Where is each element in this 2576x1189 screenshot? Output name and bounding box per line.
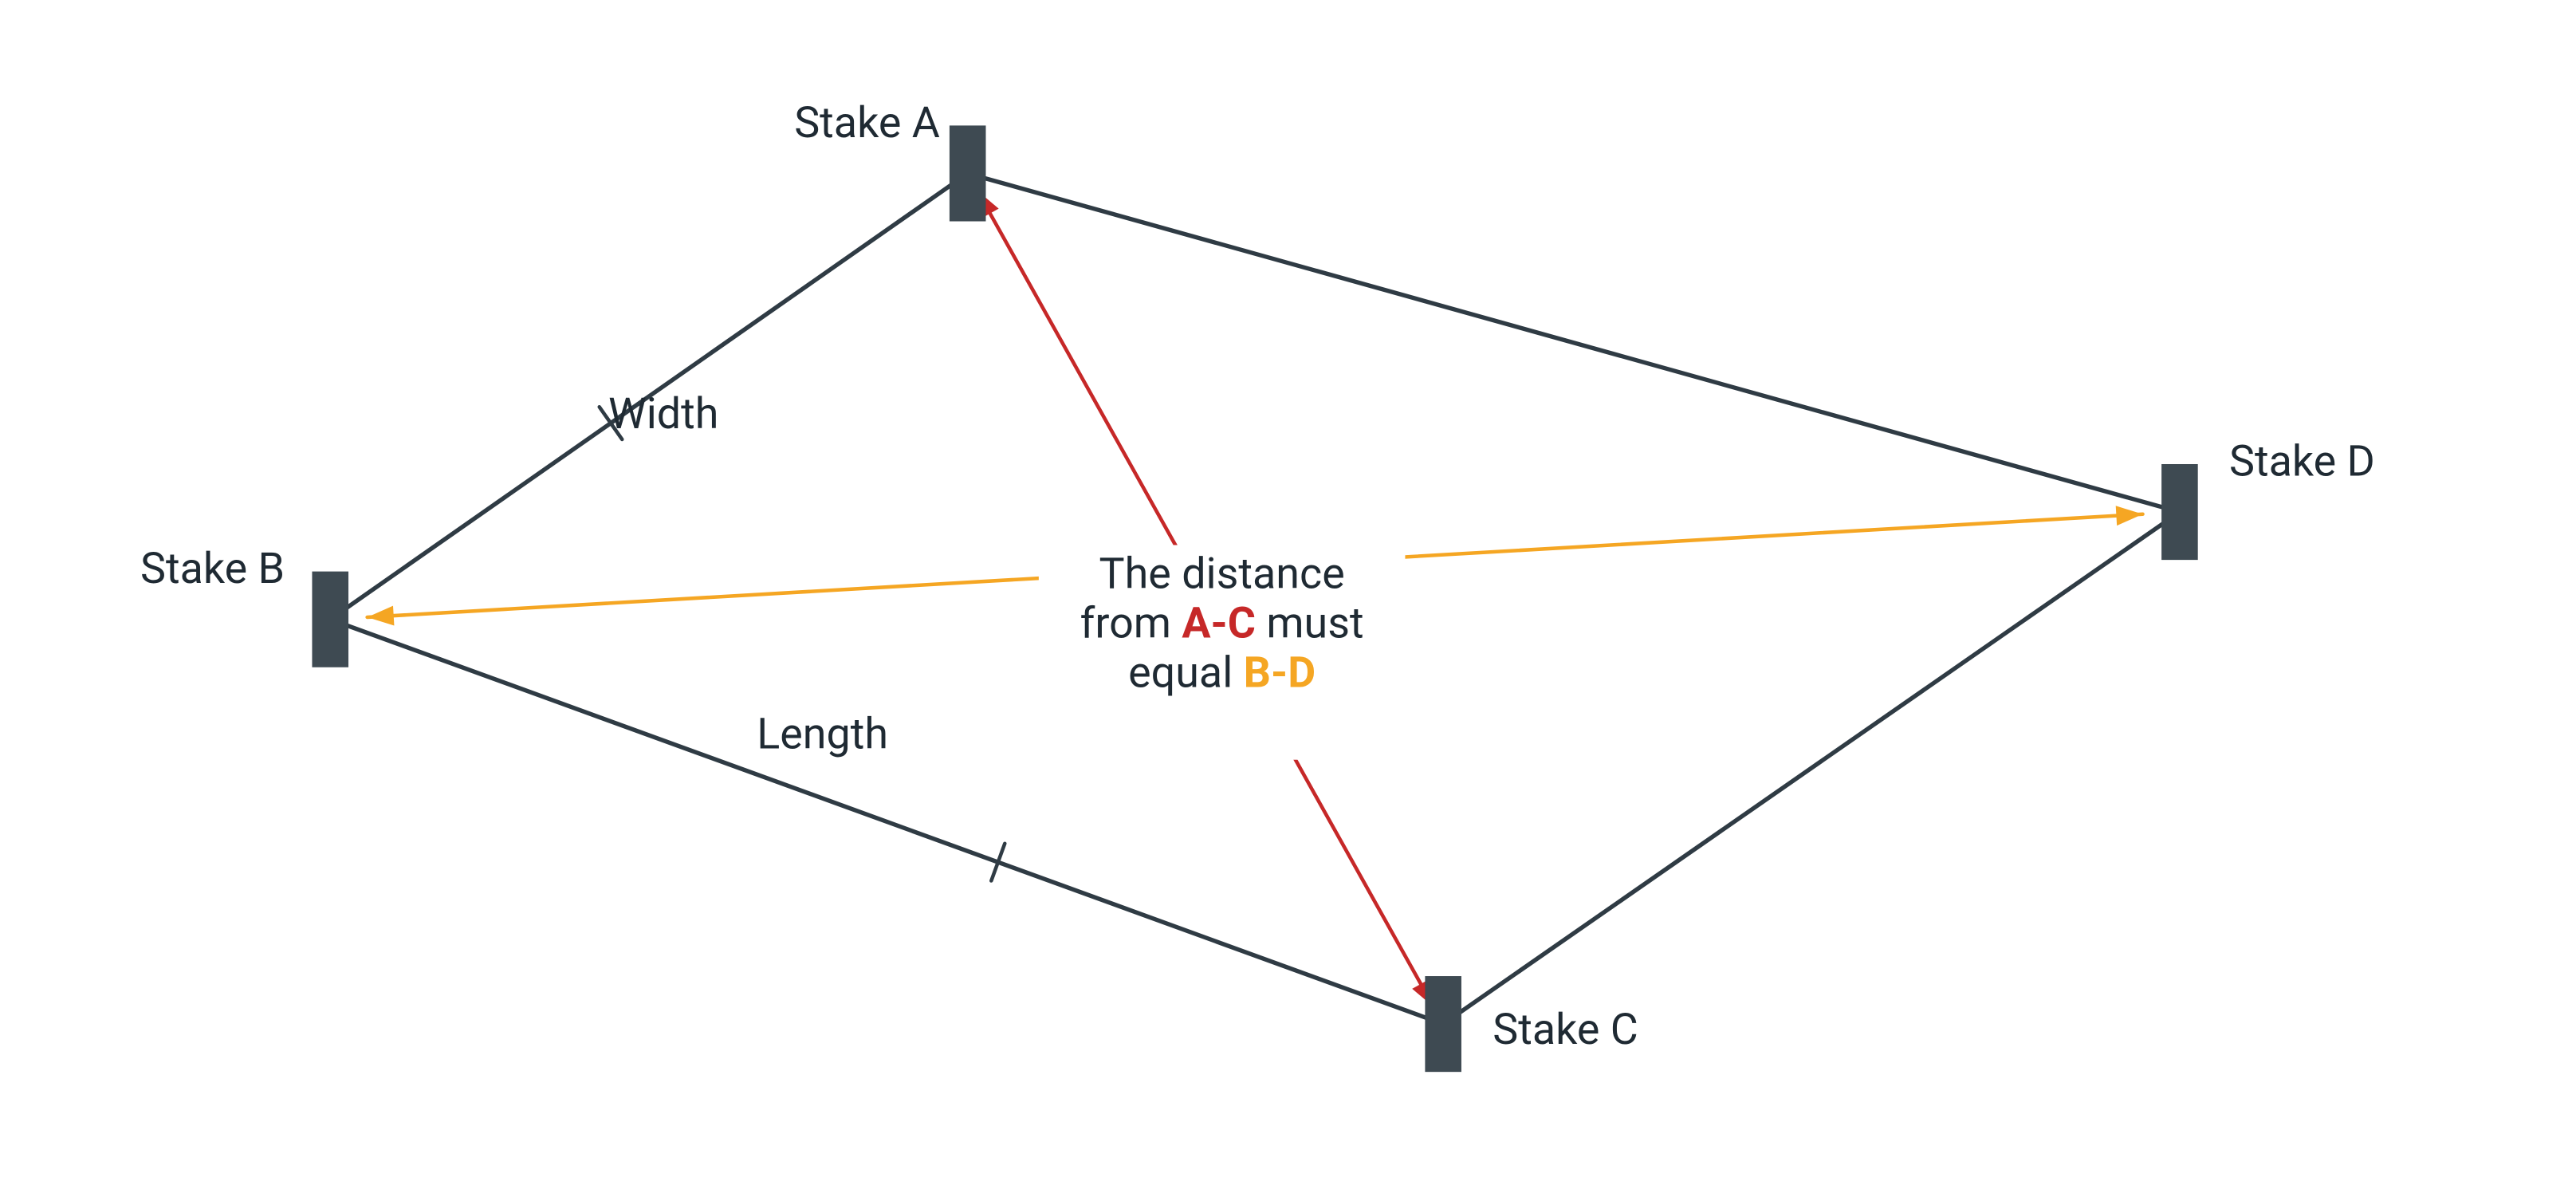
diagram-svg: Width Length The distancefrom A-C mustequa…: [0, 0, 2576, 1189]
center-text-span: equal: [1128, 648, 1244, 699]
stake-c-icon: [1425, 976, 1461, 1072]
stake-b-label: Stake B: [140, 544, 285, 594]
edge-label-width: Width: [608, 389, 718, 439]
diagonal-BD-seg2: [1403, 514, 2143, 557]
edge-label-length: Length: [757, 709, 888, 759]
center-text-span: The distance: [1099, 549, 1345, 599]
stake-d-icon: [2161, 464, 2198, 560]
stake-a-label: Stake A: [794, 98, 940, 148]
center-text-span: A-C: [1182, 598, 1256, 648]
edge-DA: [968, 173, 2180, 512]
edge-CD: [1443, 512, 2180, 1024]
center-text-span: must: [1256, 598, 1364, 648]
center-text-span: B-D: [1244, 648, 1316, 699]
arrow-head: [368, 606, 395, 626]
center-text-span: from: [1080, 598, 1182, 648]
diagonal-AC-seg2: [1295, 758, 1434, 1007]
diagonal-AC-seg1: [977, 191, 1176, 545]
diagonal-BD-seg1: [368, 578, 1043, 617]
arrow-head: [2116, 506, 2143, 526]
stake-diagram: Width Length The distancefrom A-C mustequa…: [0, 0, 2576, 1189]
stake-c-label: Stake C: [1493, 1005, 1638, 1055]
stake-a-icon: [950, 125, 986, 221]
stake-d-label: Stake D: [2229, 436, 2375, 486]
stake-b-icon: [312, 572, 348, 667]
